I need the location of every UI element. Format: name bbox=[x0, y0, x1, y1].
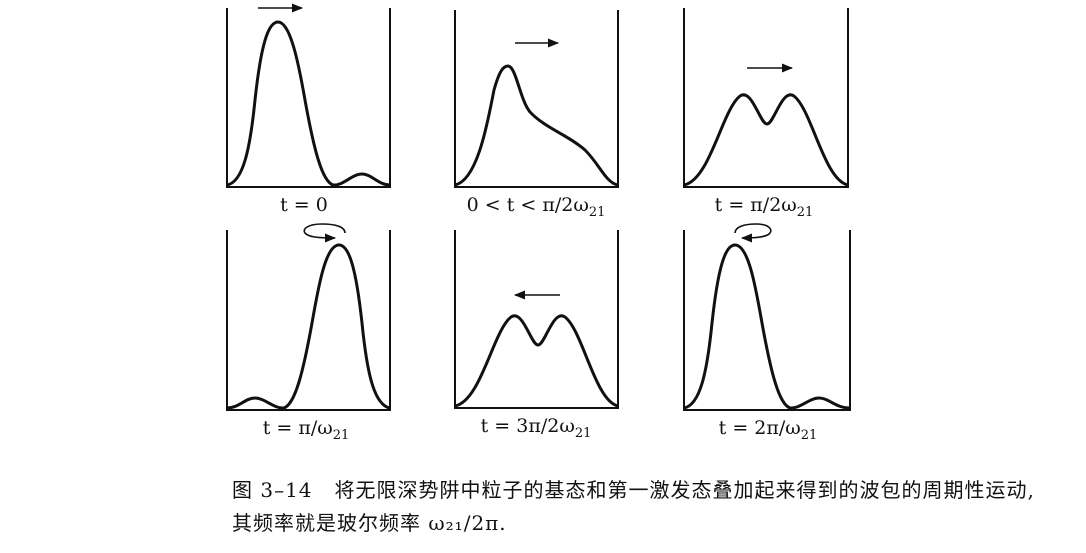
panel-t-2pi-over-w21: t = 2π/ω21 bbox=[683, 223, 851, 443]
panel-t-0: t = 0 bbox=[226, 3, 391, 216]
well-walls bbox=[226, 230, 391, 411]
panel-label-t-pi-over-2w21: t = π/2ω21 bbox=[715, 194, 814, 220]
reflect-arrow-icon bbox=[303, 223, 346, 243]
wave-packet-figure: t = 0 0 < t < π/2ω21 t = π/2ω21 t = π/ω2… bbox=[226, 3, 851, 443]
panel-0-lt-t-lt-pi-over-2w21: 0 < t < π/2ω21 bbox=[454, 10, 619, 220]
wave-packet-curve bbox=[454, 314, 619, 408]
panel-label-t-0: t = 0 bbox=[280, 194, 328, 216]
panel-label-t-pi-over-w21: t = π/ω21 bbox=[263, 417, 350, 443]
panel-t-pi-over-2w21: t = π/2ω21 bbox=[683, 8, 849, 220]
figure-caption: 图 3–14 将无限深势阱中粒子的基态和第一激发态叠加起来得到的波包的周期性运动,… bbox=[232, 474, 1052, 540]
caption-text: 将无限深势阱中粒子的基态和第一激发态叠加起来得到的波包的周期性运动, 其频率就是… bbox=[232, 478, 1035, 535]
panel-label-t-2pi-over-w21: t = 2π/ω21 bbox=[719, 417, 818, 443]
wave-packet-curve bbox=[683, 243, 851, 410]
panel-label-0-lt-t-lt-pi-over-2w21: 0 < t < π/2ω21 bbox=[467, 194, 606, 220]
panel-label-t-3pi-over-2w21: t = 3π/2ω21 bbox=[481, 415, 592, 441]
wave-packet-curve bbox=[226, 20, 391, 187]
wave-packet-curve bbox=[454, 64, 619, 187]
panel-t-3pi-over-2w21: t = 3π/2ω21 bbox=[454, 230, 619, 441]
well-walls bbox=[226, 8, 391, 188]
well-walls bbox=[683, 230, 851, 411]
well-walls bbox=[454, 230, 619, 409]
wave-packet-curve bbox=[683, 93, 849, 187]
wave-packet-curve bbox=[226, 243, 391, 410]
reflect-arrow-icon bbox=[734, 223, 772, 243]
well-walls bbox=[454, 10, 619, 188]
panel-t-pi-over-w21: t = π/ω21 bbox=[226, 223, 391, 443]
figure-number: 图 3–14 bbox=[232, 478, 313, 502]
well-walls bbox=[683, 8, 849, 188]
